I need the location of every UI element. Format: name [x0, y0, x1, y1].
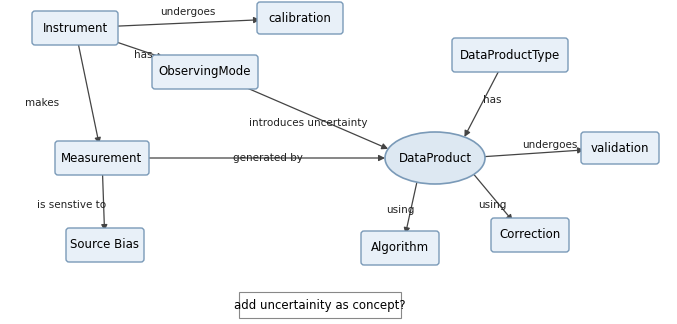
- Text: is senstive to: is senstive to: [37, 200, 106, 210]
- Text: introduces uncertainty: introduces uncertainty: [248, 118, 367, 128]
- Text: undergoes: undergoes: [523, 140, 577, 150]
- FancyBboxPatch shape: [239, 292, 401, 318]
- FancyBboxPatch shape: [152, 55, 258, 89]
- Text: using: using: [386, 205, 414, 215]
- FancyBboxPatch shape: [55, 141, 149, 175]
- Text: generated by: generated by: [233, 153, 303, 163]
- Text: validation: validation: [591, 142, 649, 155]
- FancyBboxPatch shape: [32, 11, 118, 45]
- FancyBboxPatch shape: [452, 38, 568, 72]
- FancyBboxPatch shape: [581, 132, 659, 164]
- Text: Correction: Correction: [500, 228, 561, 241]
- Text: DataProduct: DataProduct: [399, 152, 472, 165]
- Text: makes: makes: [25, 98, 59, 108]
- FancyBboxPatch shape: [66, 228, 144, 262]
- Text: DataProductType: DataProductType: [460, 49, 560, 62]
- FancyBboxPatch shape: [361, 231, 439, 265]
- Text: calibration: calibration: [269, 11, 332, 25]
- Text: Measurement: Measurement: [62, 152, 143, 165]
- FancyBboxPatch shape: [491, 218, 569, 252]
- Text: Instrument: Instrument: [43, 21, 108, 34]
- Text: Source Bias: Source Bias: [70, 238, 139, 251]
- Text: ObservingMode: ObservingMode: [158, 65, 251, 78]
- Text: add uncertainity as concept?: add uncertainity as concept?: [234, 298, 406, 311]
- Text: has: has: [134, 50, 152, 60]
- Text: has: has: [483, 95, 501, 105]
- FancyBboxPatch shape: [257, 2, 343, 34]
- Text: undergoes: undergoes: [160, 7, 216, 17]
- Ellipse shape: [385, 132, 485, 184]
- Text: Algorithm: Algorithm: [371, 241, 429, 254]
- Text: using: using: [478, 200, 506, 210]
